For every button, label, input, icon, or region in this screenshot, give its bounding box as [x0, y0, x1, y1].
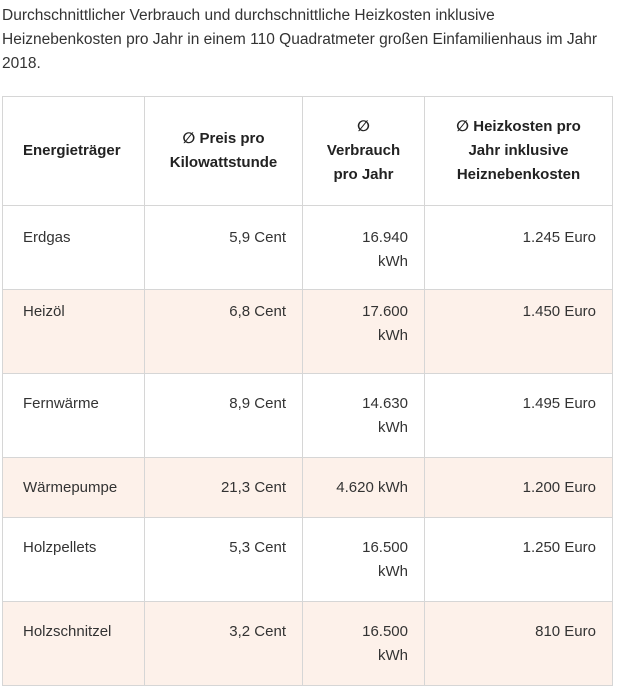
cell-heizkosten: 1.200 Euro: [424, 457, 613, 518]
cell-heizkosten: 1.250 Euro: [424, 517, 613, 602]
cell-energietraeger: Wärmepumpe: [2, 457, 145, 518]
cell-verbrauch: 17.600 kWh: [302, 289, 425, 374]
cell-energietraeger: Holzpellets: [2, 517, 145, 602]
header-energietraeger: Energieträger: [2, 96, 145, 206]
cell-heizkosten: 810 Euro: [424, 601, 613, 686]
cell-preis: 3,2 Cent: [144, 601, 303, 686]
cell-verbrauch: 16.500 kWh: [302, 601, 425, 686]
cell-preis: 5,9 Cent: [144, 205, 303, 290]
header-heizkosten: ∅ Heizkosten pro Jahr inklusive Heiznebe…: [424, 96, 613, 206]
cell-heizkosten: 1.495 Euro: [424, 373, 613, 458]
cell-energietraeger: Heizöl: [2, 289, 145, 374]
heating-costs-table: Energieträger ∅ Preis pro Kilowattstunde…: [2, 96, 613, 686]
cell-verbrauch: 16.500 kWh: [302, 517, 425, 602]
cell-verbrauch: 4.620 kWh: [302, 457, 425, 518]
cell-verbrauch: 14.630 kWh: [302, 373, 425, 458]
cell-preis: 5,3 Cent: [144, 517, 303, 602]
table-row: Holzpellets 5,3 Cent 16.500 kWh 1.250 Eu…: [2, 517, 613, 602]
cell-heizkosten: 1.245 Euro: [424, 205, 613, 290]
cell-preis: 6,8 Cent: [144, 289, 303, 374]
cell-preis: 8,9 Cent: [144, 373, 303, 458]
header-verbrauch: ∅ Verbrauch pro Jahr: [302, 96, 425, 206]
cell-heizkosten: 1.450 Euro: [424, 289, 613, 374]
table-row: Fernwärme 8,9 Cent 14.630 kWh 1.495 Euro: [2, 373, 613, 458]
table-row: Heizöl 6,8 Cent 17.600 kWh 1.450 Euro: [2, 289, 613, 374]
header-preis: ∅ Preis pro Kilowattstunde: [144, 96, 303, 206]
cell-preis: 21,3 Cent: [144, 457, 303, 518]
table-row: Holzschnitzel 3,2 Cent 16.500 kWh 810 Eu…: [2, 601, 613, 686]
table-row: Erdgas 5,9 Cent 16.940 kWh 1.245 Euro: [2, 205, 613, 290]
cell-energietraeger: Erdgas: [2, 205, 145, 290]
cell-energietraeger: Fernwärme: [2, 373, 145, 458]
cell-verbrauch: 16.940 kWh: [302, 205, 425, 290]
table-header-row: Energieträger ∅ Preis pro Kilowattstunde…: [2, 96, 613, 206]
table-caption: Durchschnittlicher Verbrauch und durchsc…: [2, 7, 598, 72]
cell-energietraeger: Holzschnitzel: [2, 601, 145, 686]
table-row: Wärmepumpe 21,3 Cent 4.620 kWh 1.200 Eur…: [2, 457, 613, 518]
